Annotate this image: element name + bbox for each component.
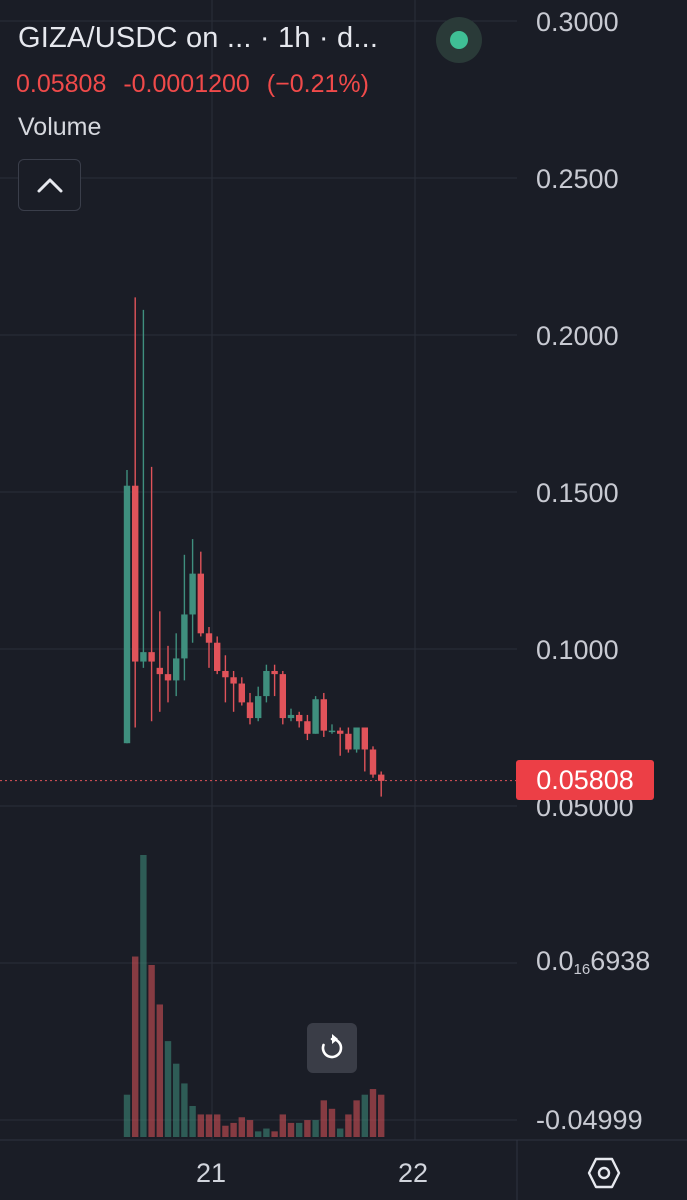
candle-body bbox=[132, 485, 139, 662]
candle-body bbox=[230, 677, 237, 684]
candle-body bbox=[361, 727, 368, 750]
candle-body bbox=[238, 683, 245, 703]
volume-bar bbox=[361, 1094, 368, 1137]
status-dot-icon bbox=[436, 17, 482, 63]
candle-body bbox=[369, 749, 377, 775]
volume-bar bbox=[197, 1114, 204, 1137]
current-price-tag: 0.05808 bbox=[516, 760, 654, 800]
candle-body bbox=[345, 733, 352, 750]
price-axis-tick: 0.3000 bbox=[536, 7, 619, 37]
volume-bar bbox=[296, 1122, 303, 1137]
volume-bar bbox=[353, 1100, 360, 1137]
volume-bar bbox=[164, 1041, 172, 1137]
price-change-value: -0.0001200 bbox=[123, 70, 250, 98]
volume-bar bbox=[271, 1131, 278, 1137]
candle-body bbox=[164, 674, 172, 681]
candle-body bbox=[279, 674, 286, 719]
settings-hexagon-icon bbox=[587, 1157, 621, 1189]
last-price-value: 0.05808 bbox=[16, 70, 107, 98]
volume-axis-top-tick: 0.0166938 bbox=[536, 946, 651, 978]
collapse-legend-button[interactable] bbox=[18, 159, 81, 211]
candle-body bbox=[173, 658, 180, 681]
volume-bar bbox=[279, 1114, 286, 1137]
volume-bar bbox=[214, 1114, 221, 1137]
volume-bar bbox=[173, 1063, 180, 1137]
candle-body bbox=[287, 714, 295, 719]
candle-body bbox=[271, 670, 278, 675]
volume-bar bbox=[230, 1122, 237, 1137]
chevron-up-icon bbox=[37, 178, 62, 193]
volume-bar bbox=[378, 1094, 385, 1137]
candle-body bbox=[378, 774, 385, 781]
candle-body bbox=[197, 573, 204, 634]
volume-bar bbox=[263, 1128, 270, 1137]
volume-bar bbox=[328, 1108, 336, 1137]
volume-bar bbox=[238, 1117, 245, 1137]
volume-bar bbox=[337, 1128, 344, 1137]
candle-body bbox=[320, 699, 327, 731]
candle-body bbox=[263, 670, 270, 697]
price-axis-tick: 0.2500 bbox=[536, 164, 619, 194]
price-change-line: 0.05808 -0.0001200 (−0.21%) bbox=[16, 70, 379, 99]
price-axis-tick: 0.1000 bbox=[536, 635, 619, 665]
volume-bar bbox=[312, 1120, 319, 1137]
volume-bar bbox=[132, 956, 139, 1137]
candle-body bbox=[304, 721, 311, 734]
time-axis-tick: 21 bbox=[196, 1158, 227, 1188]
volume-axis-bottom-tick: -0.04999 bbox=[536, 1105, 643, 1135]
volume-bar bbox=[123, 1094, 131, 1137]
candle-body bbox=[123, 485, 131, 744]
chart-settings-button[interactable] bbox=[586, 1155, 622, 1191]
candle-body bbox=[205, 633, 213, 643]
candle-body bbox=[181, 614, 188, 659]
volume-bar bbox=[255, 1131, 262, 1137]
volume-bar bbox=[222, 1125, 229, 1137]
candle-body bbox=[328, 730, 336, 733]
candle-body bbox=[222, 670, 229, 678]
volume-bar bbox=[369, 1089, 377, 1137]
candle-body bbox=[312, 699, 319, 734]
volume-bar bbox=[345, 1114, 352, 1137]
candle-body bbox=[156, 667, 163, 675]
volume-legend-label[interactable]: Volume bbox=[18, 113, 102, 141]
volume-bar bbox=[148, 964, 155, 1137]
volume-bar bbox=[189, 1105, 196, 1137]
volume-bar bbox=[140, 855, 147, 1137]
candle-body bbox=[246, 702, 254, 719]
reset-chart-button[interactable] bbox=[307, 1023, 357, 1073]
candle-body bbox=[353, 727, 360, 750]
candle-body bbox=[189, 573, 196, 615]
price-change-percent: (−0.21%) bbox=[266, 70, 369, 98]
price-axis-tick: 0.1500 bbox=[536, 478, 619, 508]
volume-bar bbox=[205, 1114, 213, 1137]
candle-body bbox=[296, 714, 303, 722]
volume-bar bbox=[287, 1122, 295, 1137]
volume-bar bbox=[246, 1120, 254, 1137]
reset-rotate-icon bbox=[321, 1034, 343, 1059]
volume-bar bbox=[181, 1083, 188, 1137]
candle-body bbox=[214, 642, 221, 671]
time-axis-tick: 22 bbox=[398, 1158, 429, 1188]
candle-body bbox=[255, 696, 262, 719]
candle-body bbox=[148, 652, 155, 662]
candle-body bbox=[140, 652, 147, 662]
volume-bar bbox=[156, 1004, 163, 1137]
symbol-title[interactable]: GIZA/USDC on ... · 1h · d... bbox=[18, 22, 379, 54]
volume-bar bbox=[304, 1120, 311, 1137]
price-axis-tick: 0.2000 bbox=[536, 321, 619, 351]
candle-body bbox=[337, 730, 344, 734]
volume-bar bbox=[320, 1100, 327, 1137]
